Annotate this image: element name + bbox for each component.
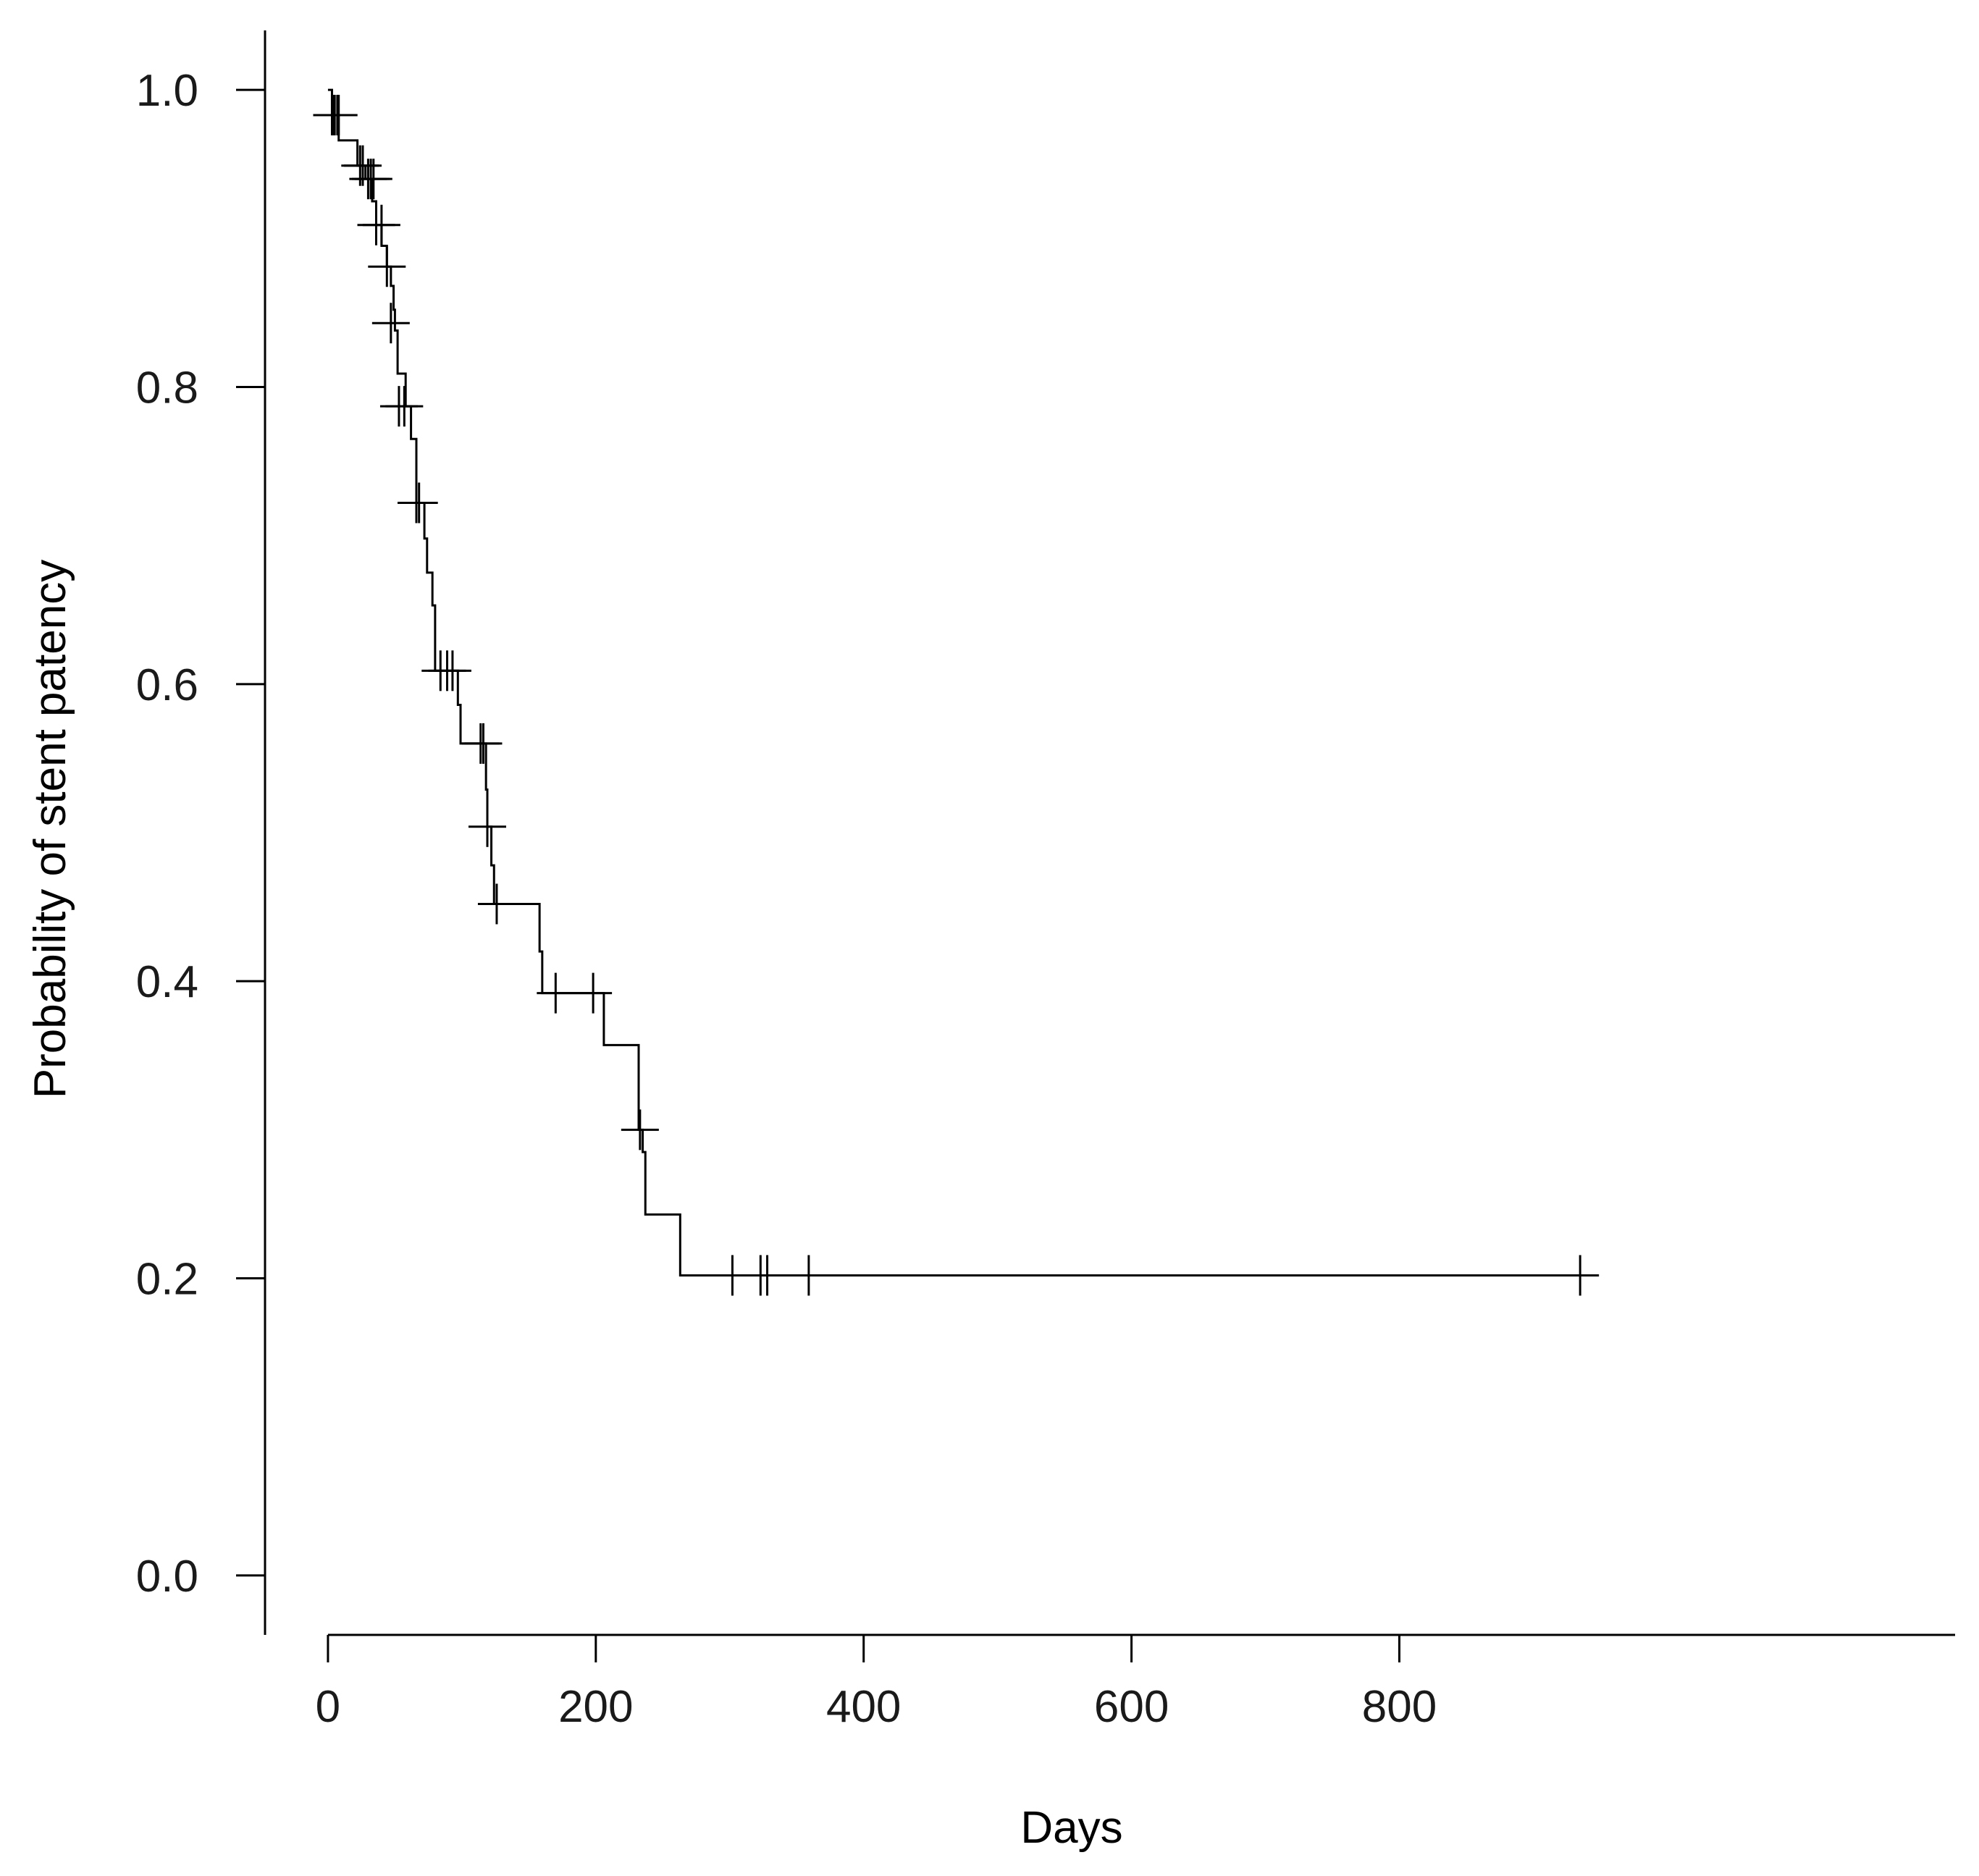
x-tick-label: 400	[826, 1682, 901, 1732]
y-tick-label: 0.4	[136, 957, 198, 1007]
y-tick-label: 1.0	[136, 66, 198, 116]
y-tick-label: 0.0	[136, 1552, 198, 1602]
x-tick-label: 0	[316, 1682, 340, 1732]
y-axis-title: Probability of stent patency	[25, 560, 75, 1098]
y-tick-label: 0.8	[136, 363, 198, 413]
x-tick-label: 600	[1094, 1682, 1169, 1732]
y-tick-label: 0.2	[136, 1255, 198, 1305]
y-tick-label: 0.6	[136, 660, 198, 710]
km-survival-curve	[327, 88, 1594, 1276]
x-axis-title: Days	[1020, 1803, 1122, 1853]
x-tick-label: 200	[558, 1682, 633, 1732]
x-tick-label: 800	[1362, 1682, 1437, 1732]
